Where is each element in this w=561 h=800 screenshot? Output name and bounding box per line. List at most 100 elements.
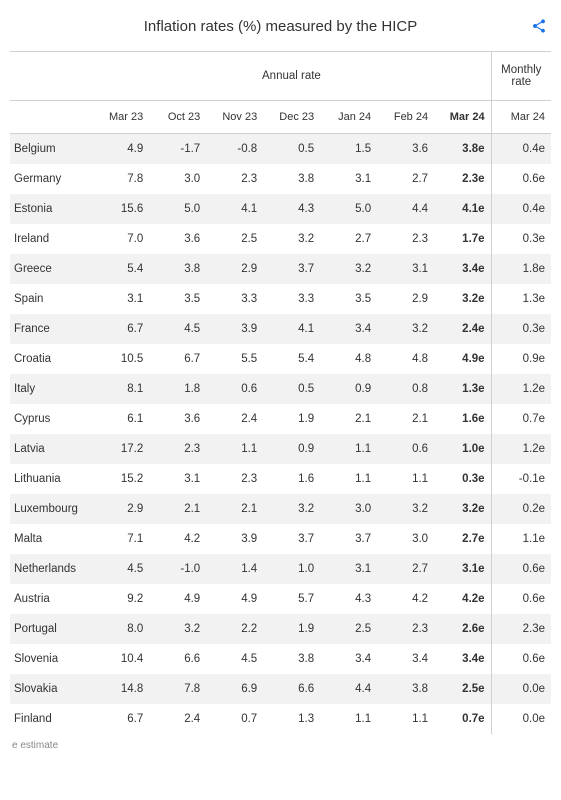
value-cell: 3.1: [92, 284, 149, 314]
country-cell: Luxembourg: [10, 494, 92, 524]
value-cell: 1.4: [206, 554, 263, 584]
value-cell: 2.3: [206, 464, 263, 494]
value-cell: 6.7: [92, 314, 149, 344]
country-cell: Belgium: [10, 134, 92, 165]
table-row: Croatia10.56.75.55.44.84.84.9e0.9e: [10, 344, 551, 374]
country-cell: Malta: [10, 524, 92, 554]
value-cell: 1.3e: [434, 374, 491, 404]
table-row: Finland6.72.40.71.31.11.10.7e0.0e: [10, 704, 551, 734]
value-cell: 0.5: [263, 134, 320, 165]
country-cell: Greece: [10, 254, 92, 284]
value-cell: 4.8: [320, 344, 377, 374]
value-cell: 5.0: [320, 194, 377, 224]
value-cell: 1.3e: [491, 284, 551, 314]
value-cell: 4.1: [206, 194, 263, 224]
value-cell: 3.6: [149, 404, 206, 434]
country-cell: Lithuania: [10, 464, 92, 494]
value-cell: 0.3e: [491, 314, 551, 344]
value-cell: 0.3e: [491, 224, 551, 254]
value-cell: -0.1e: [491, 464, 551, 494]
value-cell: 3.3: [206, 284, 263, 314]
value-cell: 2.1: [377, 404, 434, 434]
period-header: Mar 24: [434, 101, 491, 134]
value-cell: 3.2e: [434, 284, 491, 314]
value-cell: 3.8: [149, 254, 206, 284]
value-cell: 2.5e: [434, 674, 491, 704]
table-row: Netherlands4.5-1.01.41.03.12.73.1e0.6e: [10, 554, 551, 584]
value-cell: 1.1: [320, 434, 377, 464]
value-cell: 3.2: [263, 494, 320, 524]
value-cell: 1.0e: [434, 434, 491, 464]
table-row: France6.74.53.94.13.43.22.4e0.3e: [10, 314, 551, 344]
period-header: Jan 24: [320, 101, 377, 134]
value-cell: 2.7: [377, 554, 434, 584]
value-cell: 4.9e: [434, 344, 491, 374]
blank-header: [10, 52, 92, 101]
value-cell: 1.1e: [491, 524, 551, 554]
table-row: Germany7.83.02.33.83.12.72.3e0.6e: [10, 164, 551, 194]
value-cell: 2.4: [149, 704, 206, 734]
value-cell: 17.2: [92, 434, 149, 464]
value-cell: 2.3e: [491, 614, 551, 644]
value-cell: 4.8: [377, 344, 434, 374]
value-cell: 2.3: [206, 164, 263, 194]
page-title: Inflation rates (%) measured by the HICP: [144, 18, 417, 35]
value-cell: 7.8: [92, 164, 149, 194]
value-cell: 0.6: [206, 374, 263, 404]
value-cell: 1.9: [263, 614, 320, 644]
table-row: Lithuania15.23.12.31.61.11.10.3e-0.1e: [10, 464, 551, 494]
value-cell: 1.6e: [434, 404, 491, 434]
value-cell: -0.8: [206, 134, 263, 165]
country-cell: Slovakia: [10, 674, 92, 704]
value-cell: 1.1: [206, 434, 263, 464]
value-cell: 0.6: [377, 434, 434, 464]
value-cell: -1.7: [149, 134, 206, 165]
value-cell: 3.1: [377, 254, 434, 284]
value-cell: 4.2: [149, 524, 206, 554]
value-cell: 4.1: [263, 314, 320, 344]
value-cell: 3.7: [320, 524, 377, 554]
value-cell: 1.7e: [434, 224, 491, 254]
value-cell: 4.3: [320, 584, 377, 614]
value-cell: 3.8: [377, 674, 434, 704]
value-cell: 3.4: [320, 314, 377, 344]
country-cell: Germany: [10, 164, 92, 194]
value-cell: 15.6: [92, 194, 149, 224]
share-icon[interactable]: [531, 18, 547, 37]
country-cell: France: [10, 314, 92, 344]
value-cell: 0.7: [206, 704, 263, 734]
value-cell: 8.1: [92, 374, 149, 404]
value-cell: 2.9: [92, 494, 149, 524]
value-cell: 3.2: [377, 494, 434, 524]
value-cell: 2.5: [320, 614, 377, 644]
value-cell: 2.1: [206, 494, 263, 524]
value-cell: 5.4: [92, 254, 149, 284]
value-cell: 2.5: [206, 224, 263, 254]
period-header: Dec 23: [263, 101, 320, 134]
country-header: [10, 101, 92, 134]
value-cell: 2.3: [149, 434, 206, 464]
value-cell: 4.3: [263, 194, 320, 224]
value-cell: 3.0: [149, 164, 206, 194]
country-cell: Latvia: [10, 434, 92, 464]
value-cell: 1.3: [263, 704, 320, 734]
value-cell: 4.2e: [434, 584, 491, 614]
value-cell: 3.4e: [434, 644, 491, 674]
value-cell: 4.2: [377, 584, 434, 614]
value-cell: 3.1e: [434, 554, 491, 584]
value-cell: 4.5: [206, 644, 263, 674]
country-cell: Estonia: [10, 194, 92, 224]
value-cell: 5.0: [149, 194, 206, 224]
value-cell: 1.2e: [491, 374, 551, 404]
value-cell: 0.3e: [434, 464, 491, 494]
table-row: Ireland7.03.62.53.22.72.31.7e0.3e: [10, 224, 551, 254]
value-cell: 0.4e: [491, 194, 551, 224]
table-row: Spain3.13.53.33.33.52.93.2e1.3e: [10, 284, 551, 314]
value-cell: 3.2: [377, 314, 434, 344]
period-header: Feb 24: [377, 101, 434, 134]
value-cell: 2.3: [377, 614, 434, 644]
value-cell: 0.8: [377, 374, 434, 404]
value-cell: 2.4e: [434, 314, 491, 344]
value-cell: 2.6e: [434, 614, 491, 644]
value-cell: 0.0e: [491, 704, 551, 734]
